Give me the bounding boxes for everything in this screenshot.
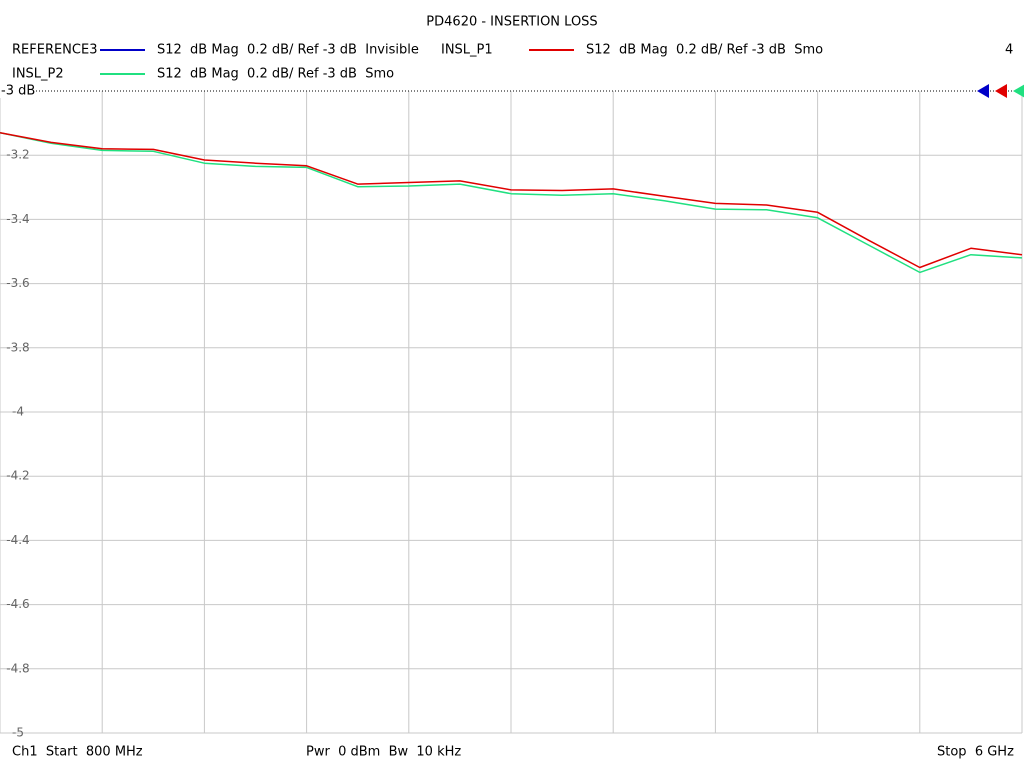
reference-label: -3 dB xyxy=(1,84,35,99)
y-tick-label: -5 xyxy=(12,726,24,740)
trace xyxy=(0,131,1023,274)
reference-marker xyxy=(977,84,989,98)
footer-start: Ch1 Start 800 MHz xyxy=(12,745,143,760)
y-tick-label: -3.2 xyxy=(6,148,29,162)
y-tick-label: -4 xyxy=(12,405,24,419)
reference-label-bg xyxy=(0,83,36,98)
legend-name: INSL_P2 xyxy=(12,67,64,82)
y-tick-label: -4.4 xyxy=(6,533,29,547)
legend-label: S12 dB Mag 0.2 dB/ Ref -3 dB Smo xyxy=(157,67,394,82)
y-tick-label: -3.6 xyxy=(6,276,29,290)
y-tick-label: -4.2 xyxy=(6,469,29,483)
legend-label: S12 dB Mag 0.2 dB/ Ref -3 dB Smo xyxy=(586,43,823,58)
reference-marker xyxy=(995,84,1007,98)
footer-power: Pwr 0 dBm Bw 10 kHz xyxy=(306,745,461,760)
y-tick-label: -3.8 xyxy=(6,340,29,354)
y-tick-label: -3.4 xyxy=(6,212,29,226)
legend-name: INSL_P1 xyxy=(441,43,493,58)
trace xyxy=(0,131,1023,269)
chart-title: PD4620 - INSERTION LOSS xyxy=(426,15,597,30)
footer-stop: Stop 6 GHz xyxy=(937,745,1014,760)
y-tick-label: -4.8 xyxy=(6,661,29,675)
reference-marker xyxy=(1013,84,1024,98)
legend-label: S12 dB Mag 0.2 dB/ Ref -3 dB Invisible xyxy=(157,43,419,58)
channel-number: 4 xyxy=(1005,43,1013,58)
y-tick-label: -4.6 xyxy=(6,597,29,611)
legend-name: REFERENCE3 xyxy=(12,43,97,58)
